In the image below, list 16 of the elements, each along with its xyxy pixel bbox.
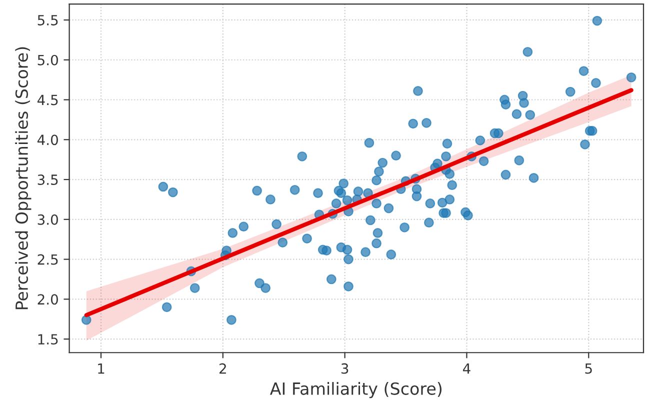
y-tick-label: 5.5 (38, 15, 58, 26)
x-tick-label: 4 (462, 363, 470, 374)
y-tick-label: 3.0 (38, 214, 58, 225)
y-tick-label: 4.5 (37, 94, 58, 106)
x-tick-label: 3 (341, 363, 348, 374)
y-tick-label: 3.5 (38, 174, 58, 185)
y-tick-label: 2.0 (38, 294, 58, 305)
x-tick-label: 1 (98, 363, 104, 374)
x-axis-title: AI Familiarity (Score) (270, 382, 442, 398)
y-tick-label: 2.5 (38, 254, 58, 265)
y-tick-label: 5.0 (38, 54, 58, 66)
x-tick-label: 5 (585, 363, 592, 374)
y-tick-label: 4.0 (37, 134, 58, 146)
y-tick-label: 1.5 (38, 334, 58, 345)
x-tick-label: 2 (220, 363, 226, 374)
y-axis-title: Perceived Opportunities (Score) (15, 47, 32, 310)
